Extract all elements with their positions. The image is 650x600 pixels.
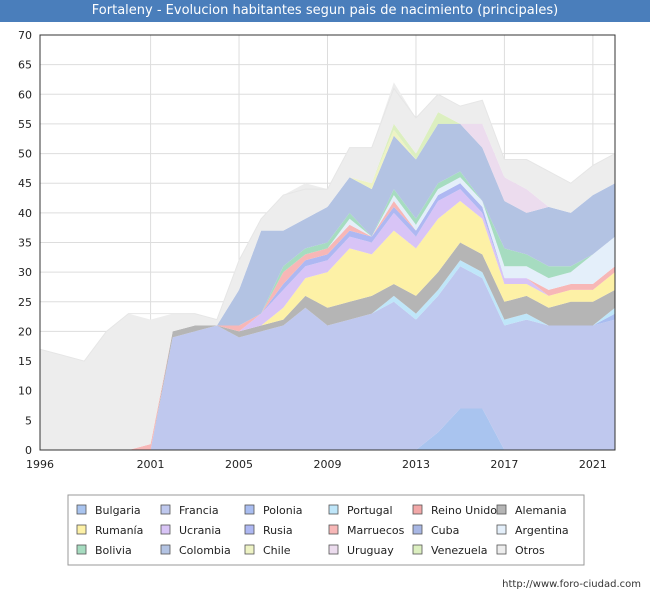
area-otros [40,82,615,451]
area-argentina [371,177,615,290]
legend-label-ucrania: Ucrania [179,524,221,537]
y-tick-label: 45 [18,177,32,190]
legend-label-bulgaria: Bulgaria [95,504,141,517]
area-uruguay [460,123,549,213]
y-tick-label: 20 [18,325,32,338]
legend-label-rumania: Rumanía [95,524,143,537]
x-tick-label: 2017 [490,458,518,471]
legend: Bulgaria Francia Polonia Portugal Reino Unid… [67,494,585,566]
legend-label-alemania: Alemania [515,504,567,517]
y-tick-label: 15 [18,355,32,368]
y-tick-label: 60 [18,88,32,101]
legend-swatch-uruguay [328,544,339,555]
y-tick-label: 65 [18,59,32,72]
x-tick-label: 2013 [402,458,430,471]
total-outline [39,87,616,362]
plot-frame [39,34,616,451]
area-marruecos [261,224,372,314]
legend-label-chile: Chile [263,544,291,557]
legend-label-marruecos: Marruecos [347,524,405,537]
legend-label-bolivia: Bolivia [95,544,132,557]
legend-label-portugal: Portugal [347,504,393,517]
legend-box [67,494,585,566]
legend-label-francia: Francia [179,504,219,517]
area-marruecos [371,201,416,237]
x-axis-ticks: 1996 2001 2005 2009 2013 2017 2021 [26,458,607,471]
legend-label-venezuela: Venezuela [431,544,488,557]
y-tick-label: 55 [18,118,32,131]
legend-swatch-polonia [244,504,255,515]
legend-swatch-reino-unido [412,504,423,515]
legend-swatch-argentina [496,524,507,535]
legend-label-reino-unido: Reino Unido [431,504,497,517]
legend-swatch-colombia [160,544,171,555]
y-tick-label: 40 [18,207,32,220]
legend-label-colombia: Colombia [179,544,231,557]
y-tick-label: 30 [18,266,32,279]
legend-swatch-alemania [496,504,507,515]
x-tick-label: 1996 [26,458,54,471]
area-colombia [216,123,616,326]
area-venezuela [371,112,461,184]
y-tick-label: 35 [18,237,32,250]
x-tick-label: 2009 [314,458,342,471]
area-rumania [261,201,615,326]
y-tick-label: 25 [18,296,32,309]
y-tick-label: 0 [25,444,32,457]
legend-label-cuba: Cuba [431,524,459,537]
legend-swatch-cuba [412,524,423,535]
legend-swatch-venezuela [412,544,423,555]
area-marruecos [216,313,262,332]
legend-label-uruguay: Uruguay [347,544,394,557]
x-tick-label: 2001 [137,458,165,471]
area-bolivia [371,171,483,237]
area-bolivia [482,201,593,279]
legend-label-argentina: Argentina [515,524,569,537]
legend-swatch-otros [496,544,507,555]
x-tick-label: 2021 [579,458,607,471]
area-alemania [216,242,616,338]
legend-label-polonia: Polonia [263,504,303,517]
legend-label-rusia: Rusia [263,524,293,537]
area-ucrania [239,189,549,332]
area-francia [150,266,615,450]
y-axis-ticks: 0 5 10 15 20 25 30 35 40 45 50 55 60 65 70 [18,29,32,457]
source-url[interactable]: http://www.foro-ciudad.com [502,579,641,590]
legend-swatch-bulgaria [76,504,87,515]
y-tick-label: 10 [18,385,32,398]
area-chile [349,129,416,190]
y-tick-label: 50 [18,148,32,161]
area-marruecos [526,266,615,296]
legend-swatch-marruecos [328,524,339,535]
x-tick-label: 2005 [225,458,253,471]
legend-swatch-rumania [76,524,87,535]
y-tick-label: 5 [25,414,32,427]
legend-swatch-chile [244,544,255,555]
legend-swatch-rusia [244,524,255,535]
area-portugal [592,307,615,326]
legend-swatch-portugal [328,504,339,515]
title-bar [0,0,650,22]
y-tick-label: 70 [18,29,32,42]
area-bulgaria [415,408,505,450]
chart-areas [39,82,616,451]
legend-label-otros: Otros [515,544,545,557]
area-portugal [371,260,549,326]
chart-title: Fortaleny - Evolucion habitantes segun p… [91,3,559,18]
legend-swatch-francia [160,504,171,515]
legend-swatch-bolivia [76,544,87,555]
legend-swatch-ucrania [160,524,171,535]
